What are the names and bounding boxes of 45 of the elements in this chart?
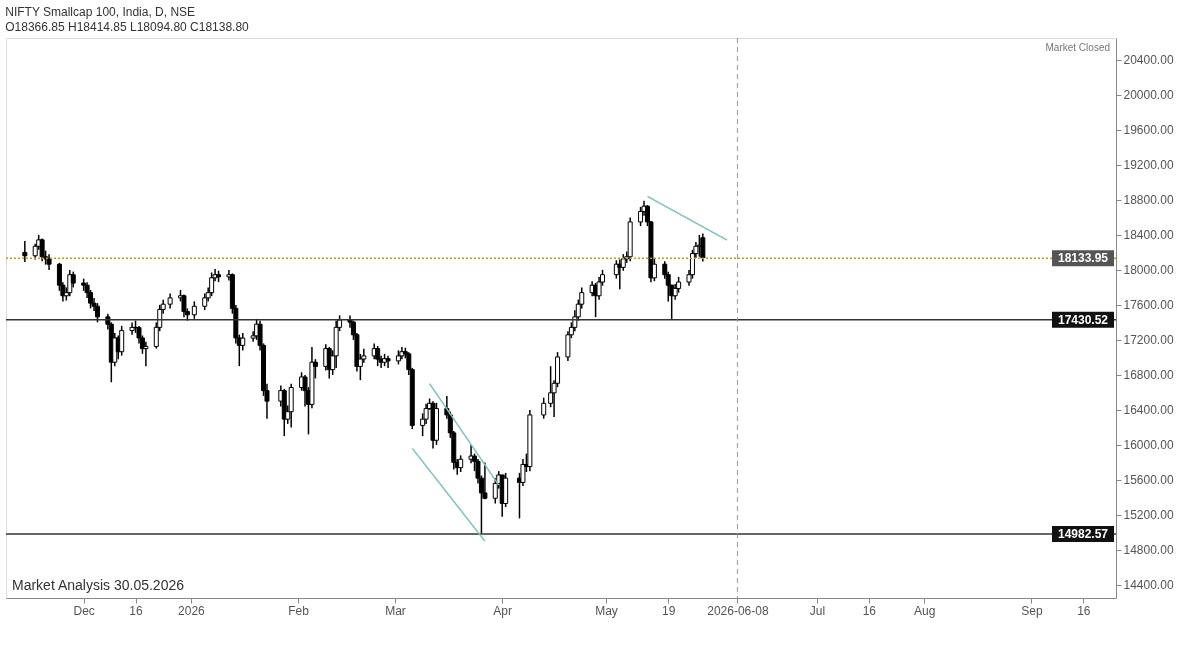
x-tick-label: 2026-06-08 [707, 603, 769, 618]
candlestick [468, 444, 474, 464]
candlestick [22, 240, 28, 263]
x-tick-label: 2026 [178, 603, 206, 618]
y-tick-label: 16400.00 [1123, 403, 1174, 418]
candlestick [143, 340, 149, 367]
y-tick-label: 16800.00 [1123, 368, 1174, 383]
ref-line-label: 14982.57 [1057, 526, 1109, 541]
x-tick-label: Sep [1021, 603, 1043, 618]
x-tick-label: Mar [385, 603, 406, 618]
y-tick-label: 17600.00 [1123, 298, 1174, 313]
y-tick-label: 15200.00 [1123, 508, 1174, 523]
y-tick-label: 14400.00 [1123, 578, 1174, 593]
y-tick-label: 19600.00 [1123, 123, 1174, 138]
y-tick-label: 19200.00 [1123, 158, 1174, 173]
x-tick-label: 16 [1077, 603, 1091, 618]
candlestick [94, 302, 100, 324]
x-tick-label: 16 [129, 603, 144, 618]
ref-line-label: 17430.52 [1057, 312, 1109, 327]
candlestick [209, 271, 215, 297]
x-tick-label: 19 [662, 603, 676, 618]
y-tick-label: 14800.00 [1123, 543, 1174, 558]
x-tick-label: Feb [288, 603, 310, 618]
chart-subtitle: O18366.85 H18414.85 L18094.80 C18138.80 [5, 19, 250, 34]
x-tick-label: Dec [73, 603, 95, 618]
x-tick-label: May [595, 603, 618, 618]
candlestick [541, 396, 547, 420]
y-tick-label: 18000.00 [1123, 263, 1174, 278]
y-tick-label: 18800.00 [1123, 193, 1174, 208]
candlestick [119, 325, 125, 357]
y-tick-label: 20400.00 [1123, 53, 1174, 68]
y-tick-label: 20000.00 [1123, 88, 1174, 103]
annotation: Market Closed [1045, 42, 1110, 53]
x-tick-label: Aug [914, 603, 936, 618]
x-tick-label: 16 [862, 603, 877, 618]
chart-title: NIFTY Smallcap 100, India, D, NSE [5, 4, 196, 19]
x-tick-label: Apr [493, 603, 513, 618]
annotation: Market Analysis 30.05.2026 [12, 577, 185, 593]
y-tick-label: 17200.00 [1123, 333, 1174, 348]
candlestick [181, 293, 187, 318]
y-tick-label: 16000.00 [1123, 438, 1174, 453]
y-tick-label: 15600.00 [1123, 473, 1174, 488]
y-tick-label: 18400.00 [1123, 228, 1174, 243]
ref-line-label: 18133.95 [1057, 251, 1109, 266]
x-tick-label: Jul [809, 603, 826, 618]
